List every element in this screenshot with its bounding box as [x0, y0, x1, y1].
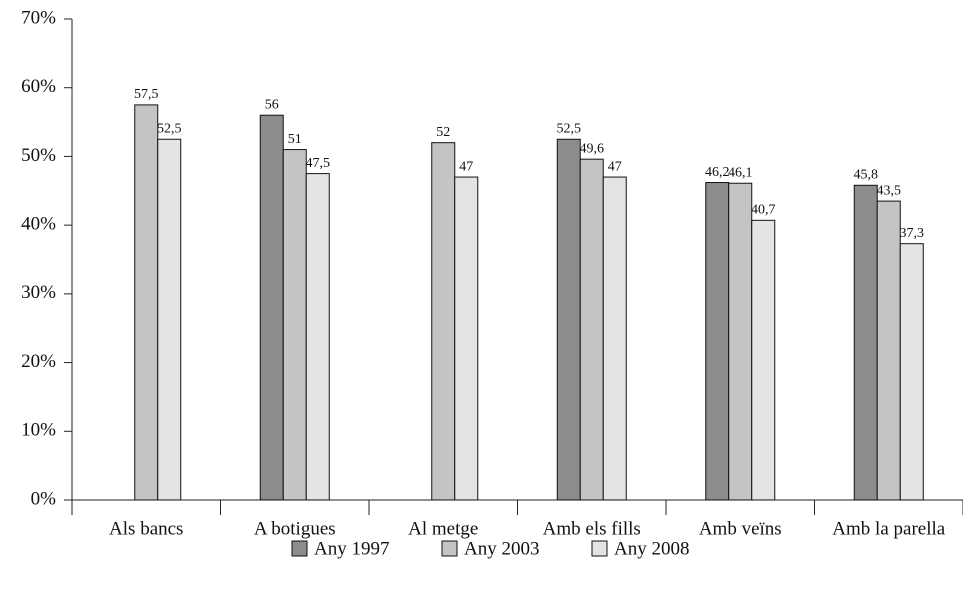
- legend-swatch: [291, 540, 308, 557]
- legend-label: Any 1997: [314, 538, 389, 559]
- value-label: 56: [265, 97, 279, 112]
- bar: [876, 200, 901, 501]
- bar: [853, 184, 878, 501]
- y-tick-label: 0%: [31, 488, 57, 509]
- bar: [282, 149, 307, 501]
- value-label: 52,5: [557, 121, 582, 136]
- legend-label: Any 2003: [464, 538, 539, 559]
- value-label: 47,5: [306, 156, 331, 171]
- value-label: 46,2: [705, 165, 730, 180]
- bar: [899, 243, 924, 501]
- bar: [305, 173, 330, 501]
- x-tick-label: Amb els fills: [543, 518, 641, 539]
- bar: [579, 158, 604, 501]
- legend-swatch: [441, 540, 458, 557]
- legend-swatch: [591, 540, 608, 557]
- value-label: 46,1: [728, 165, 753, 180]
- bar: [134, 104, 159, 501]
- bar: [259, 114, 284, 501]
- y-tick-label: 60%: [21, 76, 56, 97]
- x-tick-label: A botigues: [254, 518, 336, 539]
- value-label: 47: [608, 159, 622, 174]
- value-label: 52: [436, 125, 450, 140]
- y-tick-label: 30%: [21, 282, 56, 303]
- value-label: 47: [459, 159, 473, 174]
- y-tick-label: 70%: [21, 7, 56, 28]
- bar: [728, 182, 753, 501]
- x-tick-label: Amb la parella: [832, 518, 945, 539]
- x-tick-label: Al metge: [408, 518, 478, 539]
- x-tick-label: Als bancs: [109, 518, 183, 539]
- y-tick-label: 50%: [21, 145, 56, 166]
- bar: [705, 182, 730, 501]
- x-tick-label: Amb veïns: [699, 518, 782, 539]
- y-tick-label: 40%: [21, 214, 56, 235]
- value-label: 45,8: [854, 168, 879, 183]
- bar: [157, 138, 182, 501]
- value-label: 43,5: [877, 183, 902, 198]
- bar: [431, 142, 456, 501]
- legend-label: Any 2008: [614, 538, 689, 559]
- value-label: 40,7: [751, 203, 776, 218]
- bar: [602, 176, 627, 501]
- value-label: 51: [288, 132, 302, 147]
- value-label: 49,6: [580, 141, 605, 156]
- bar: [751, 219, 776, 501]
- bar: [556, 138, 581, 501]
- y-tick-label: 10%: [21, 420, 56, 441]
- value-label: 57,5: [134, 87, 159, 102]
- bar: [454, 176, 479, 501]
- y-tick-label: 20%: [21, 351, 56, 372]
- value-label: 52,5: [157, 121, 182, 136]
- value-label: 37,3: [900, 226, 925, 241]
